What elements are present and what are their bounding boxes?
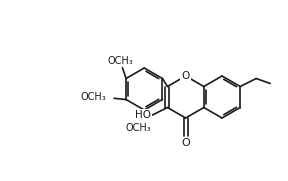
Text: OCH₃: OCH₃ [80,92,106,102]
Text: OCH₃: OCH₃ [125,123,151,133]
Text: HO: HO [135,110,151,121]
Text: OCH₃: OCH₃ [107,56,133,66]
Text: O: O [181,138,190,148]
Text: O: O [181,71,190,81]
